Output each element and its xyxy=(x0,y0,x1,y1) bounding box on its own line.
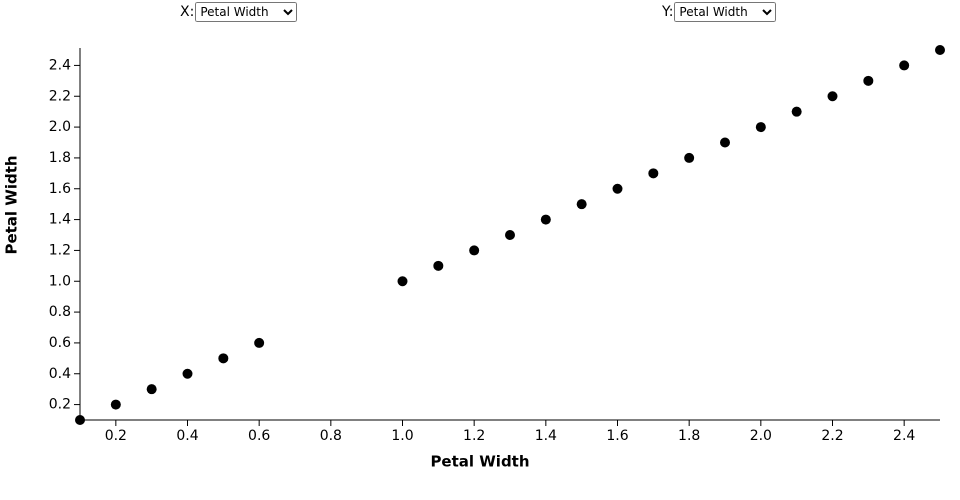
point xyxy=(469,245,480,256)
point xyxy=(182,368,193,379)
point xyxy=(648,168,659,179)
x-tick-label: 1.8 xyxy=(678,428,700,444)
y-tick-label: 0.4 xyxy=(49,366,71,382)
y-select[interactable]: Petal Width xyxy=(674,2,777,22)
x-tick-label: 2.0 xyxy=(750,428,772,444)
y-tick-label: 1.4 xyxy=(49,212,71,228)
point xyxy=(863,75,874,86)
y-control-label: Y: xyxy=(662,4,674,20)
x-control: X: Petal Width xyxy=(180,2,298,22)
point xyxy=(899,60,910,71)
y-tick-label: 1.2 xyxy=(49,242,71,258)
x-tick-label: 0.6 xyxy=(248,428,270,444)
point xyxy=(791,106,802,117)
point xyxy=(720,137,730,148)
x-tick-label: 0.4 xyxy=(176,428,198,444)
y-tick-label: 0.8 xyxy=(49,304,71,320)
y-tick-label: 1.8 xyxy=(49,150,71,166)
point xyxy=(540,214,551,225)
point xyxy=(505,230,515,240)
point xyxy=(827,91,838,102)
y-control: Y: Petal Width xyxy=(662,2,777,22)
point xyxy=(110,399,121,410)
x-tick-label: 1.0 xyxy=(391,428,413,444)
y-tick-label: 2.2 xyxy=(49,88,71,104)
y-axis-title: Petal Width xyxy=(3,155,21,254)
x-tick-label: 1.6 xyxy=(606,428,628,444)
point xyxy=(397,276,408,287)
y-tick-label: 0.6 xyxy=(49,335,71,351)
y-tick-label: 2.0 xyxy=(49,119,71,135)
x-tick-label: 0.8 xyxy=(320,428,342,444)
x-tick-label: 0.2 xyxy=(105,428,127,444)
point xyxy=(433,260,444,271)
y-tick-label: 1.6 xyxy=(49,181,71,197)
point xyxy=(254,337,265,348)
point xyxy=(576,199,587,210)
point xyxy=(684,152,695,163)
x-control-label: X: xyxy=(180,4,195,20)
x-axis-title: Petal Width xyxy=(430,453,529,471)
point xyxy=(755,122,766,133)
x-tick-label: 2.4 xyxy=(893,428,915,444)
x-tick-label: 2.2 xyxy=(821,428,843,444)
point xyxy=(612,183,623,194)
point xyxy=(935,45,945,55)
x-tick-label: 1.4 xyxy=(535,428,557,444)
x-tick-label: 1.2 xyxy=(463,428,485,444)
y-tick-label: 0.2 xyxy=(49,397,71,413)
point xyxy=(75,415,85,425)
y-tick-label: 2.4 xyxy=(49,57,71,73)
x-select[interactable]: Petal Width xyxy=(195,2,298,22)
point xyxy=(218,353,229,364)
point xyxy=(146,384,157,395)
y-tick-label: 1.0 xyxy=(49,273,71,289)
